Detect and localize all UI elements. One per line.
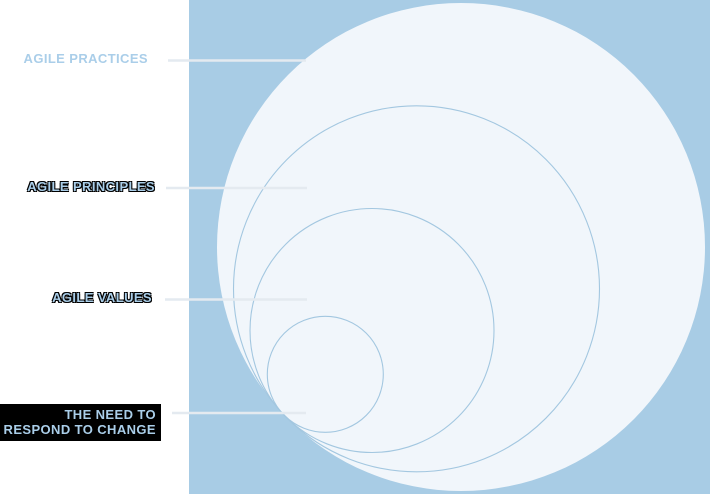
ring-need-to-respond-to-change	[266, 315, 384, 433]
label-need-to-respond-line-2: RESPOND TO CHANGE	[3, 422, 156, 437]
label-agile-values: AGILE VALUES	[52, 290, 152, 305]
label-agile-principles: AGILE PRINCIPLES	[27, 179, 155, 194]
label-need-to-respond-line-1: THE NEED TO	[64, 407, 156, 422]
ring-agile-values	[249, 207, 495, 454]
label-agile-practices: AGILE PRACTICES	[23, 51, 148, 66]
label-need-to-respond-to-change: THE NEED TO RESPOND TO CHANGE	[0, 404, 161, 441]
ring-agile-principles	[232, 105, 601, 473]
